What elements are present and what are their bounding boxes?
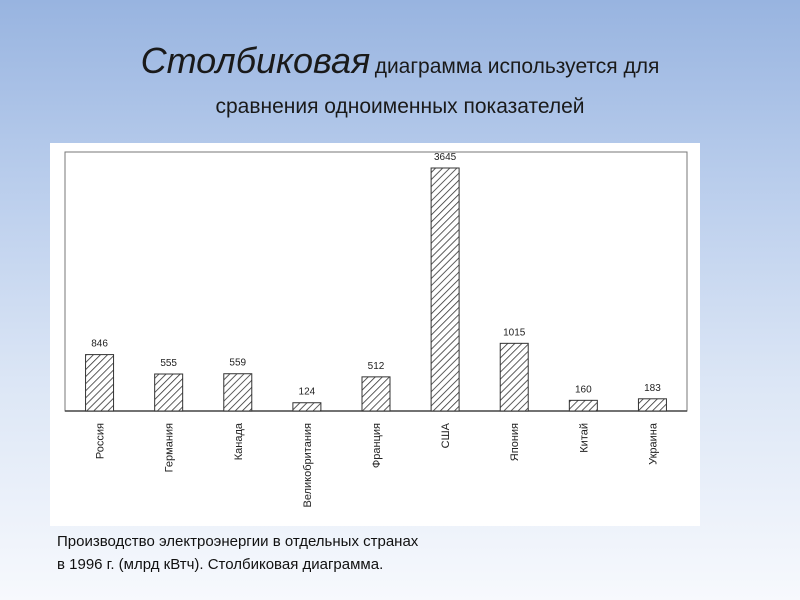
category-label-6: США (440, 422, 452, 448)
bar-chart: 846 Россия 555 Германия 559 Канада 124 Великобр… (64, 151, 688, 508)
bar-1 (85, 354, 115, 412)
category-label-1: Россия (95, 423, 107, 459)
value-label-3: 559 (229, 358, 246, 369)
value-label-8: 160 (575, 384, 592, 395)
value-label-5: 512 (368, 361, 385, 372)
plot-area-frame (64, 151, 688, 412)
category-label-9: Украина (647, 422, 659, 465)
chart-caption: Производство электроэнергии в отдельных … (57, 530, 577, 576)
category-label-5: Франция (371, 423, 383, 468)
bar-9 (637, 398, 667, 412)
title-text-line1: диаграмма используется для (374, 55, 660, 78)
value-label-1: 846 (91, 339, 108, 350)
value-label-6: 3645 (434, 152, 457, 163)
bar-7 (499, 342, 529, 412)
title-text-line2: сравнения одноименных показателей (215, 95, 585, 118)
chart-panel: 846 Россия 555 Германия 559 Канада 124 Великобр… (50, 143, 700, 526)
category-label-7: Япония (509, 423, 521, 461)
bar-4 (292, 402, 322, 412)
bar-2 (154, 373, 184, 412)
category-label-3: Канада (233, 422, 245, 460)
category-label-4: Великобритания (302, 423, 314, 508)
value-label-4: 124 (299, 387, 316, 398)
value-label-2: 555 (160, 358, 177, 369)
value-label-9: 183 (644, 383, 661, 394)
caption-line-1: Производство электроэнергии в отдельных … (57, 533, 419, 550)
category-label-2: Германия (164, 423, 176, 472)
slide-title: Столбиковая диаграмма используется для с… (40, 42, 760, 128)
title-emphasis: Столбиковая (140, 40, 371, 81)
category-label-8: Китай (578, 423, 590, 453)
bar-3 (223, 373, 253, 412)
bar-6 (430, 167, 460, 412)
value-label-7: 1015 (503, 327, 526, 338)
caption-line-2: в 1996 г. (млрд кВтч). Столбиковая диагр… (57, 556, 384, 573)
bar-5 (361, 376, 391, 412)
bar-8 (568, 399, 598, 412)
